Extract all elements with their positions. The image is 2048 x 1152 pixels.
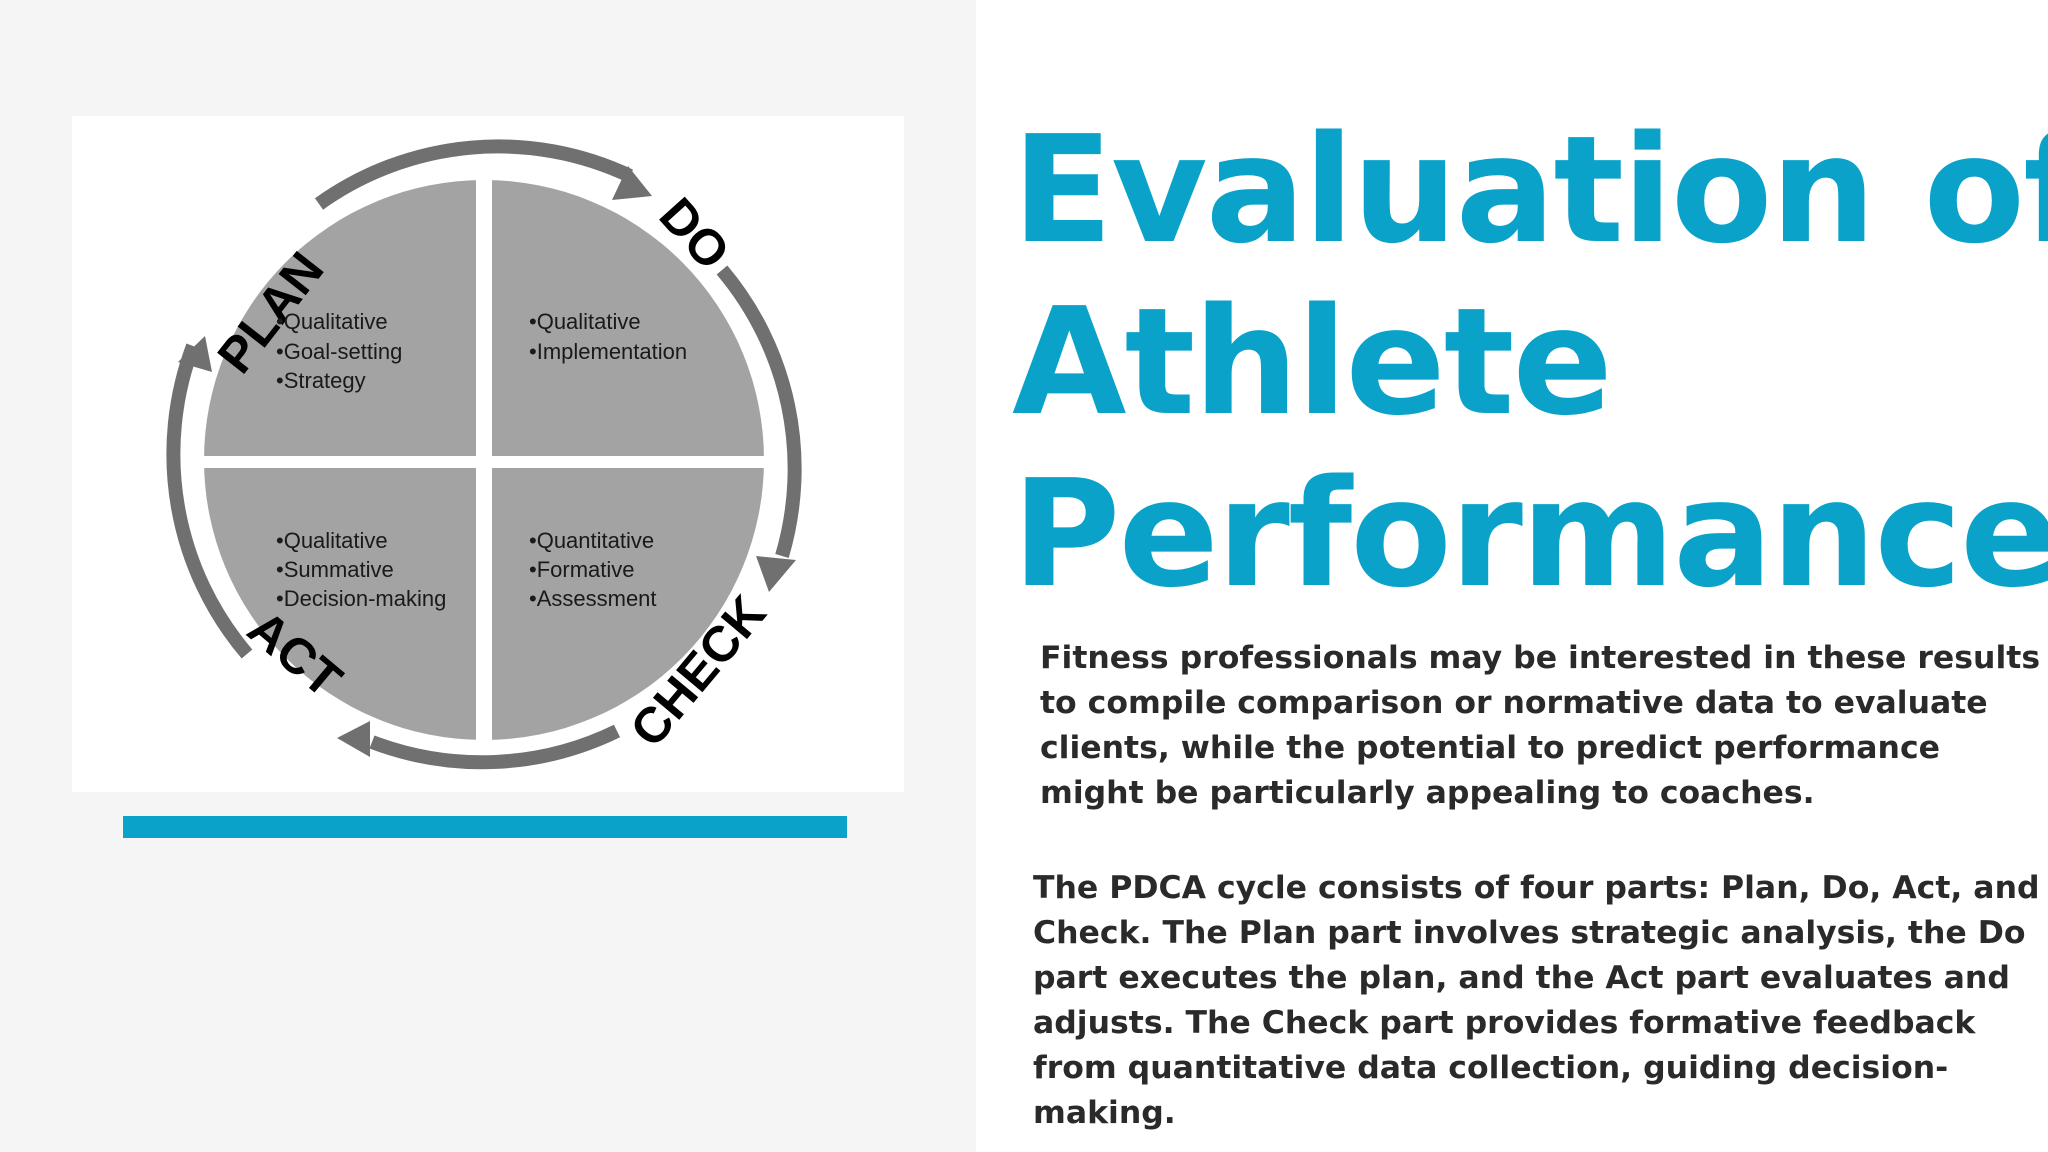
do-item: •Implementation — [529, 339, 687, 364]
paragraph-pdca-cycle: The PDCA cycle consists of four parts: P… — [1033, 866, 2040, 1136]
arrow-head-do — [612, 166, 652, 200]
arrow-head-check — [756, 556, 796, 592]
paragraph-line: might be particularly appealing to coach… — [1040, 775, 1815, 811]
arrow-check-to-act — [369, 724, 621, 770]
paragraph-line: part executes the plan, and the Act part… — [1033, 960, 2010, 996]
arrow-head-plan — [178, 336, 212, 372]
check-item: •Quantitative — [529, 528, 654, 553]
act-item: •Qualitative — [276, 528, 388, 553]
paragraph-line: to compile comparison or normative data … — [1040, 685, 1988, 721]
quadrant-act — [204, 468, 476, 740]
quadrant-text-plan: •Qualitative •Goal-setting •Strategy — [276, 309, 402, 393]
paragraph-line: Fitness professionals may be interested … — [1040, 640, 2041, 676]
act-item: •Summative — [276, 557, 394, 582]
pdca-diagram-card: PLAN DO CHECK ACT •Qualitative •Goal-set… — [72, 116, 904, 792]
quadrant-text-act: •Qualitative •Summative •Decision-making — [276, 528, 446, 611]
cycle-arrows — [166, 139, 802, 770]
paragraph-line: Check. The Plan part involves strategic … — [1033, 915, 2026, 951]
title-line: Athlete — [1012, 276, 1613, 448]
arrow-plan-to-do — [314, 139, 633, 210]
arrow-do-to-check — [716, 265, 802, 558]
paragraph-line: from quantitative data collection, guidi… — [1033, 1050, 1949, 1086]
check-item: •Formative — [529, 557, 635, 582]
quadrant-text-do: •Qualitative •Implementation — [529, 309, 687, 364]
paragraph-line: making. — [1033, 1095, 1176, 1131]
plan-item: •Strategy — [276, 368, 366, 393]
plan-item: •Goal-setting — [276, 339, 402, 364]
title-line: Evaluation of — [1012, 104, 2048, 276]
act-item: •Decision-making — [276, 586, 446, 611]
arrow-head-act — [337, 721, 370, 757]
pdca-cycle-diagram: PLAN DO CHECK ACT •Qualitative •Goal-set… — [166, 139, 802, 770]
accent-bar — [123, 816, 847, 838]
paragraph-fitness-professionals: Fitness professionals may be interested … — [1040, 636, 2041, 816]
check-item: •Assessment — [529, 586, 657, 611]
paragraph-line: adjusts. The Check part provides formati… — [1033, 1005, 1976, 1041]
paragraph-line: clients, while the potential to predict … — [1040, 730, 1940, 766]
do-item: •Qualitative — [529, 309, 641, 334]
paragraph-line: The PDCA cycle consists of four parts: P… — [1033, 870, 2040, 906]
arrow-heads — [178, 166, 796, 757]
title-line: Performance — [1012, 448, 2048, 620]
arrow-act-to-plan — [166, 343, 253, 659]
slide-title: Evaluation of Athlete Performance — [1012, 104, 2048, 620]
quadrants — [204, 180, 764, 740]
plan-item: •Qualitative — [276, 309, 388, 334]
quadrant-text-check: •Quantitative •Formative •Assessment — [529, 528, 657, 611]
